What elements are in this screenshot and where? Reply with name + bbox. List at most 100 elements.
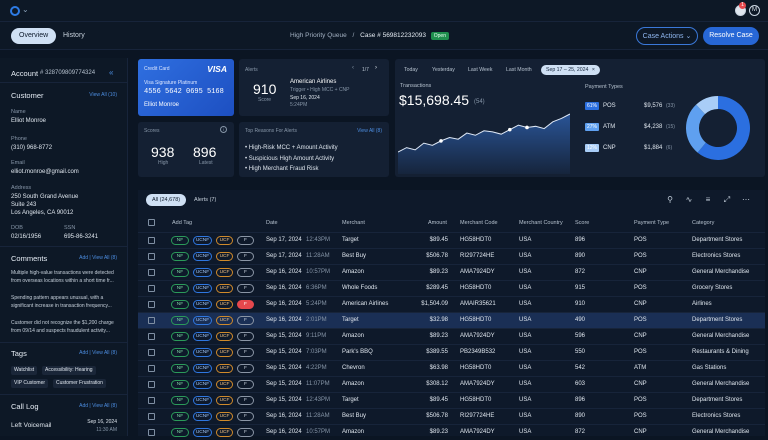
tag-button-ucf[interactable]: UCF xyxy=(216,284,233,293)
tag-chip[interactable]: VIP Customer xyxy=(11,379,49,388)
tag-button-nf[interactable]: NF xyxy=(171,236,189,245)
row-checkbox[interactable] xyxy=(148,269,155,276)
tag-button-ucf[interactable]: UCF xyxy=(216,380,233,389)
tag-button-nf[interactable]: NF xyxy=(171,348,189,357)
table-row[interactable]: NF UCNF UCF F Sep 16, 2024 2:01PM Target $32.98… xyxy=(138,312,765,328)
tag-button-ucnf[interactable]: UCNF xyxy=(193,300,212,309)
close-icon[interactable]: × xyxy=(591,67,595,73)
tag-button-f[interactable]: F xyxy=(237,396,254,405)
tab-alerts[interactable]: Alerts (7) xyxy=(194,197,217,203)
prev-alert-icon[interactable]: ‹ xyxy=(352,65,354,71)
row-checkbox[interactable] xyxy=(148,317,155,324)
tag-button-ucnf[interactable]: UCNF xyxy=(193,268,212,277)
customer-view-all-link[interactable]: View All (10) xyxy=(89,92,117,98)
tag-button-ucf[interactable]: UCF xyxy=(216,364,233,373)
table-row[interactable]: NF UCNF UCF F Sep 15, 2024 9:11PM Amazon $89.23… xyxy=(138,328,765,344)
tag-button-f[interactable]: F xyxy=(237,284,254,293)
tag-chip[interactable]: Customer Frustration xyxy=(53,379,106,388)
filter-yesterday[interactable]: Yesterday xyxy=(432,67,455,73)
credit-card[interactable]: Credit Card VISA Visa Signature Platinum… xyxy=(138,59,234,116)
tag-button-nf[interactable]: NF xyxy=(171,268,189,277)
tag-button-ucf[interactable]: UCF xyxy=(216,236,233,245)
tag-button-ucnf[interactable]: UCNF xyxy=(193,380,212,389)
data-point[interactable] xyxy=(439,139,443,143)
tag-button-ucnf[interactable]: UCNF xyxy=(193,412,212,421)
info-icon[interactable]: i xyxy=(220,126,227,133)
tag-button-ucf[interactable]: UCF xyxy=(216,396,233,405)
tag-button-f[interactable]: F xyxy=(237,348,254,357)
tag-button-ucf[interactable]: UCF xyxy=(216,268,233,277)
tag-button-f[interactable]: F xyxy=(237,332,254,341)
filter-last-week[interactable]: Last Week xyxy=(468,67,493,73)
row-checkbox[interactable] xyxy=(148,413,155,420)
tag-button-ucf[interactable]: UCF xyxy=(216,348,233,357)
table-row[interactable]: NF UCNF UCF F Sep 16, 2024 11:28AM Best Buy $50… xyxy=(138,408,765,424)
reasons-view-all-link[interactable]: View All (8) xyxy=(357,128,382,134)
col-header[interactable]: Date xyxy=(266,220,278,226)
col-header[interactable]: Merchant Code xyxy=(460,220,498,226)
tag-button-nf[interactable]: NF xyxy=(171,300,189,309)
tag-button-nf[interactable]: NF xyxy=(171,332,189,341)
next-alert-icon[interactable]: › xyxy=(375,65,377,71)
resolve-case-button[interactable]: Resolve Case xyxy=(703,27,759,45)
tag-button-ucnf[interactable]: UCNF xyxy=(193,348,212,357)
tab-all[interactable]: All (24,678) xyxy=(146,194,187,206)
data-point[interactable] xyxy=(525,125,529,130)
row-checkbox[interactable] xyxy=(148,429,155,436)
tag-button-ucnf[interactable]: UCNF xyxy=(193,252,212,261)
tab-overview[interactable]: Overview xyxy=(11,28,57,44)
search-icon[interactable]: ⚲ xyxy=(667,195,673,204)
table-row[interactable]: NF UCNF UCF F Sep 16, 2024 6:36PM Whole Foods $… xyxy=(138,280,765,296)
table-row[interactable]: NF UCNF UCF F Sep 15, 2024 12:43PM Target $89.4… xyxy=(138,392,765,408)
tag-button-ucnf[interactable]: UCNF xyxy=(193,332,212,341)
call-log-add-view-link[interactable]: Add | View All (8) xyxy=(79,403,117,409)
filter-icon[interactable]: ≡ xyxy=(705,195,711,204)
row-checkbox[interactable] xyxy=(148,285,155,292)
row-checkbox[interactable] xyxy=(148,333,155,340)
col-header[interactable]: Merchant xyxy=(342,220,365,226)
row-checkbox[interactable] xyxy=(148,397,155,404)
row-checkbox[interactable] xyxy=(148,237,155,244)
tag-chip[interactable]: Accessibility: Hearing xyxy=(42,366,96,375)
app-logo-icon[interactable] xyxy=(10,6,20,16)
breadcrumb-queue[interactable]: High Priority Queue xyxy=(290,32,347,39)
tag-button-ucnf[interactable]: UCNF xyxy=(193,364,212,373)
tag-button-ucf[interactable]: UCF xyxy=(216,300,233,309)
data-point[interactable] xyxy=(508,127,512,132)
tag-button-nf[interactable]: NF xyxy=(171,364,189,373)
row-checkbox[interactable] xyxy=(148,381,155,388)
comments-add-view-link[interactable]: Add | View All (8) xyxy=(79,255,117,261)
tag-button-f[interactable]: F xyxy=(237,364,254,373)
collapse-icon[interactable]: « xyxy=(109,68,114,77)
table-row[interactable]: NF UCNF UCF F Sep 16, 2024 10:57PM Amazon $89.2… xyxy=(138,424,765,440)
row-checkbox[interactable] xyxy=(148,349,155,356)
tag-button-nf[interactable]: NF xyxy=(171,412,189,421)
tag-button-ucf[interactable]: UCF xyxy=(216,316,233,325)
expand-icon[interactable]: ⤢ xyxy=(723,195,731,204)
filter-today[interactable]: Today xyxy=(404,67,418,73)
tag-button-ucnf[interactable]: UCNF xyxy=(193,396,212,405)
tag-button-nf[interactable]: NF xyxy=(171,380,189,389)
table-row[interactable]: NF UCNF UCF F Sep 17, 2024 11:28AM Best Buy $50… xyxy=(138,248,765,264)
tag-button-nf[interactable]: NF xyxy=(171,284,189,293)
filter-last-month[interactable]: Last Month xyxy=(506,67,532,73)
select-all-checkbox[interactable] xyxy=(148,219,155,226)
row-checkbox[interactable] xyxy=(148,301,155,308)
tag-button-f[interactable]: F xyxy=(237,316,254,325)
row-checkbox[interactable] xyxy=(148,253,155,260)
donut-slice-cnp[interactable] xyxy=(696,96,718,115)
tag-button-nf[interactable]: NF xyxy=(171,396,189,405)
table-row[interactable]: NF UCNF UCF F Sep 17, 2024 12:43PM Target $89.4… xyxy=(138,232,765,248)
chart-toggle-icon[interactable]: ∿ xyxy=(685,195,693,204)
tag-button-nf[interactable]: NF xyxy=(171,316,189,325)
donut-slice-atm[interactable] xyxy=(686,104,706,153)
tag-button-f[interactable]: F xyxy=(237,268,254,277)
table-row[interactable]: NF UCNF UCF F Sep 16, 2024 5:24PM American Air… xyxy=(138,296,765,312)
tag-button-nf[interactable]: NF xyxy=(171,252,189,261)
table-row[interactable]: NF UCNF UCF F Sep 15, 2024 11:07PM Amazon $308.… xyxy=(138,376,765,392)
tag-button-f[interactable]: F xyxy=(237,412,254,421)
tag-button-f[interactable]: F xyxy=(237,252,254,261)
tag-button-ucf[interactable]: UCF xyxy=(216,252,233,261)
tag-button-f[interactable]: F xyxy=(237,300,254,309)
tag-button-ucnf[interactable]: UCNF xyxy=(193,284,212,293)
